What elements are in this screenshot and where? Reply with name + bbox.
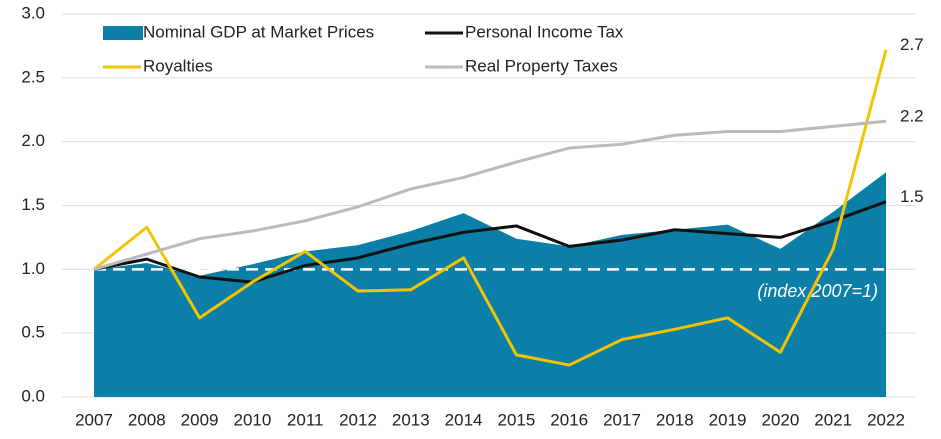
x-tick-label: 2010	[233, 410, 271, 429]
x-tick-label: 2017	[603, 410, 641, 429]
area	[94, 172, 886, 397]
x-tick-label: 2015	[497, 410, 535, 429]
legend-label: Personal Income Tax	[465, 22, 624, 41]
y-tick-label: 1.5	[21, 195, 45, 214]
x-tick-label: 2011	[287, 410, 324, 429]
legend-label: Royalties	[143, 56, 213, 75]
x-tick-label: 2012	[339, 410, 377, 429]
x-tick-label: 2016	[550, 410, 588, 429]
legend-swatch	[103, 26, 143, 40]
x-tick-label: 2008	[128, 410, 166, 429]
x-tick-label: 2013	[392, 410, 430, 429]
x-tick-label: 2014	[445, 410, 483, 429]
data-label: 2.2	[900, 107, 924, 126]
y-tick-label: 1.0	[21, 259, 45, 278]
y-tick-label: 3.0	[21, 3, 45, 22]
x-tick-label: 2019	[709, 410, 747, 429]
line	[93, 49, 888, 367]
x-tick-label: 2009	[181, 410, 219, 429]
y-tick-label: 0.5	[21, 323, 45, 342]
y-tick-label: 2.5	[21, 67, 45, 86]
y-tick-label: 0.0	[21, 386, 45, 405]
x-tick-label: 2018	[656, 410, 694, 429]
x-tick-label: 2007	[75, 410, 113, 429]
x-tick-label: 2021	[814, 410, 852, 429]
annotation: (index 2007=1)	[757, 281, 878, 301]
y-tick-label: 2.0	[21, 131, 45, 150]
x-tick-label: 2020	[761, 410, 799, 429]
line	[93, 200, 887, 284]
legend-label: Nominal GDP at Market Prices	[143, 22, 374, 41]
legend-label: Real Property Taxes	[465, 56, 618, 75]
data-label: 1.5	[900, 187, 924, 206]
data-label: 2.7	[900, 35, 924, 54]
x-tick-label: 2022	[867, 410, 905, 429]
line	[93, 119, 887, 271]
